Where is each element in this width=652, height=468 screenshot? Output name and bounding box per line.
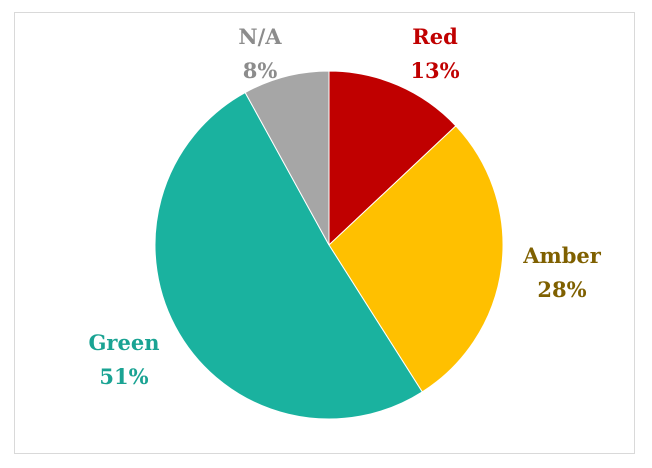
data-label-value-amber: 28% [537,277,586,302]
data-label-category-red: Red [412,24,458,49]
data-label-category-amber: Amber [522,243,602,268]
data-label-value-green: 51% [99,364,148,389]
pie-labels: Red 13% Amber 28% Green 51% N/A 8% [89,24,602,389]
pie-slice-red [328,70,457,247]
data-label-category-n-a: N/A [238,24,282,49]
data-label-value-red: 13% [410,58,459,83]
pie-slices [154,70,504,420]
data-label-value-n-a: 8% [243,58,278,83]
pie-slice-amber [328,125,504,393]
data-label-category-green: Green [89,330,160,355]
pie-slice-n-a [244,70,330,246]
pie-slice-green [154,91,423,420]
